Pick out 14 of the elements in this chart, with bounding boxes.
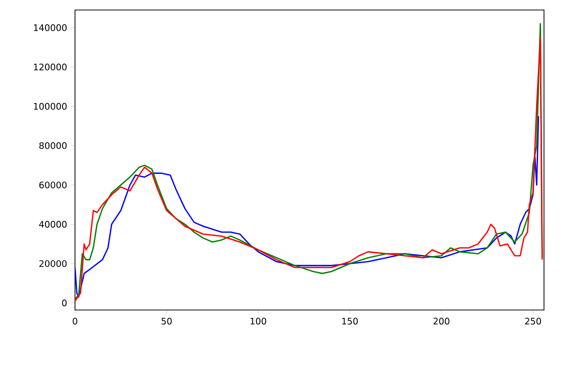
y-tick-label: 0 (62, 300, 67, 306)
x-tick-label: 100 (250, 318, 266, 325)
y-tick-label: 20000 (39, 260, 67, 267)
y-tick-label: 40000 (39, 220, 67, 228)
y-tick-label: 80000 (39, 142, 67, 150)
x-tick-label: 50 (162, 318, 172, 325)
y-tick-label: 140000 (34, 24, 67, 32)
x-tick-label: 200 (434, 318, 450, 325)
y-tick-label: 120000 (34, 64, 67, 70)
x-tick-label: 250 (525, 318, 541, 325)
x-tick-label: 0 (72, 318, 78, 325)
x-tick-label: 150 (342, 318, 358, 325)
y-tick-label: 60000 (39, 182, 67, 188)
y-tick-label: 100000 (34, 102, 67, 110)
